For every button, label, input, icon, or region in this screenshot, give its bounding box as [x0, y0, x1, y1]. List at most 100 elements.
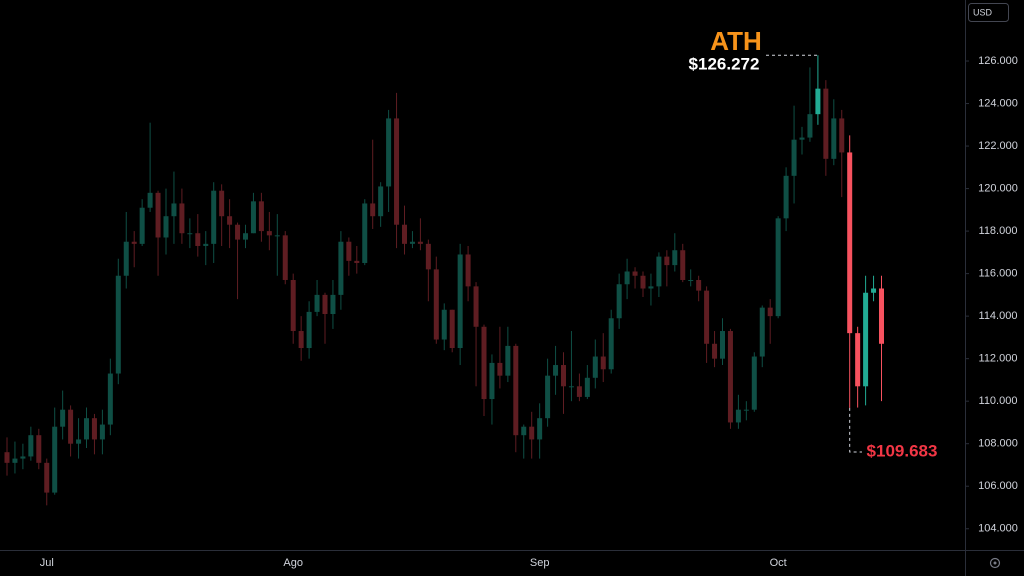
candle-body	[235, 224, 241, 240]
candle-body	[354, 260, 360, 263]
candle-body	[290, 279, 296, 332]
low-leader	[849, 407, 862, 453]
candle-body	[624, 271, 630, 285]
currency-label: USD	[973, 7, 993, 17]
settings-hub	[993, 561, 997, 565]
candle-body	[282, 235, 288, 280]
candle-body	[720, 331, 725, 359]
candle-body	[203, 243, 209, 246]
candle-body	[537, 418, 543, 440]
ath-price: $126.272	[689, 54, 760, 73]
candle-body	[735, 409, 741, 423]
candle-body	[839, 118, 845, 153]
candle-body	[592, 356, 598, 378]
candle-body	[815, 88, 821, 115]
candle-body	[847, 152, 853, 334]
candle-body	[489, 362, 495, 400]
candle-body	[115, 275, 121, 374]
candle-body	[36, 435, 42, 463]
candle-body	[831, 118, 837, 159]
candle-body	[672, 250, 678, 266]
candle-body	[44, 462, 50, 493]
candle-body	[20, 456, 26, 459]
candle-body	[545, 375, 551, 419]
candle-body	[871, 288, 877, 293]
y-tick-label: 124.000	[978, 97, 1018, 109]
candle-body	[656, 256, 662, 287]
ath-label: ATH	[710, 26, 762, 56]
candle-body	[266, 231, 272, 236]
candle-body	[28, 435, 34, 457]
candle-body	[879, 288, 884, 344]
candle-body	[497, 362, 503, 376]
candle-body	[521, 426, 527, 436]
candle-body	[99, 424, 105, 440]
candle-body	[60, 409, 66, 427]
candle-body	[131, 241, 137, 244]
candle-body	[155, 192, 161, 238]
candle-body	[632, 271, 638, 276]
candle-body	[791, 139, 797, 176]
candle-body	[807, 114, 813, 138]
candle-body	[139, 207, 145, 244]
y-tick-label: 120.000	[978, 182, 1018, 194]
candle-body	[402, 224, 407, 244]
candle-body	[680, 250, 686, 280]
candle-body	[576, 386, 582, 397]
settings-gear	[989, 557, 1001, 569]
y-tick-label: 116.000	[979, 268, 1018, 280]
candle-body	[52, 426, 58, 493]
y-tick-label: 126.000	[978, 55, 1018, 67]
candle-body	[171, 203, 177, 217]
candle-body	[648, 286, 654, 289]
candle-body	[457, 254, 463, 349]
y-tick-label: 104.000	[978, 523, 1018, 535]
candle-body	[227, 216, 233, 225]
candle-body	[362, 203, 368, 263]
y-tick-label: 110.000	[979, 395, 1018, 407]
y-tick-label: 108.000	[978, 438, 1018, 450]
y-tick-label: 114.000	[979, 310, 1018, 322]
candle-body	[600, 356, 606, 370]
candle-body	[417, 241, 423, 244]
candle-body	[712, 343, 718, 359]
candle-body	[640, 275, 646, 289]
candle-body	[107, 373, 113, 425]
candle-body	[330, 294, 336, 315]
candle-body	[250, 201, 256, 234]
candle-body	[751, 356, 757, 410]
candle-body	[664, 256, 670, 266]
candle-body	[863, 292, 869, 387]
candle-body	[346, 241, 352, 261]
candle-body	[688, 279, 694, 281]
candle-body	[743, 409, 749, 411]
x-tick-label: Ago	[283, 557, 303, 569]
candle-body	[727, 331, 733, 423]
y-tick-label: 118.000	[979, 225, 1018, 237]
candle-body	[4, 452, 10, 463]
currency-button[interactable]	[968, 3, 1009, 22]
candle-body	[91, 418, 97, 440]
candle-body	[433, 269, 439, 340]
candle-body	[322, 294, 328, 315]
candle-body	[767, 307, 773, 317]
candle-body	[608, 318, 614, 370]
candle-body	[258, 201, 264, 232]
candle-body	[163, 216, 169, 238]
candle-body	[441, 309, 447, 340]
candle-body	[211, 190, 217, 244]
candle-body	[179, 203, 185, 234]
x-tick-label: Jul	[40, 557, 54, 569]
candle-body	[465, 254, 471, 287]
settings-icon[interactable]	[989, 557, 1001, 569]
candle-body	[553, 365, 559, 376]
candle-body	[219, 190, 225, 217]
candle-body	[855, 333, 861, 387]
candle-body	[529, 426, 535, 440]
candle-body	[775, 218, 781, 317]
candle-body	[505, 345, 511, 376]
candle-body	[449, 309, 455, 349]
candle-body	[378, 186, 384, 217]
